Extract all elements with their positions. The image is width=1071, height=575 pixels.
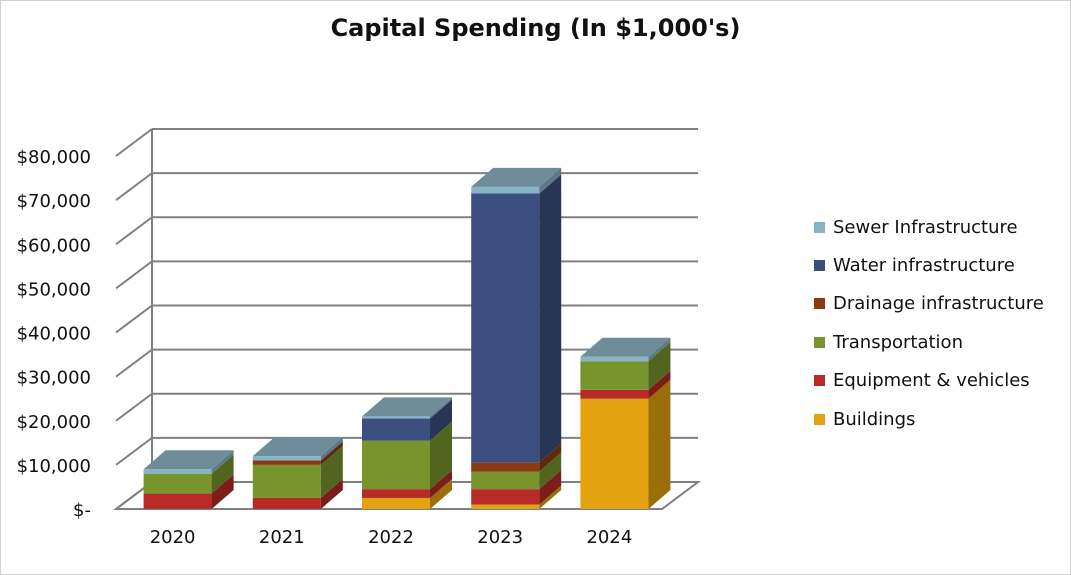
legend-label: Sewer Infrastructure	[833, 216, 1018, 238]
bar-segment	[471, 186, 540, 194]
bar-segment	[471, 489, 540, 505]
bar-segment	[362, 440, 430, 490]
bar-segment-side	[539, 174, 562, 463]
bar-top	[362, 397, 452, 417]
bar-segment	[252, 464, 321, 498]
x-tick-label: 2020	[150, 527, 196, 548]
bar-segment-side	[320, 445, 343, 498]
legend-swatch	[814, 413, 825, 425]
y-tick-label: $40,000	[17, 324, 91, 345]
bar-segment	[143, 493, 212, 509]
bar-segment-side	[430, 399, 452, 441]
legend-item: Transportation	[814, 323, 1044, 361]
y-tick-label: $10,000	[17, 456, 91, 477]
bar-segment-side	[211, 454, 234, 494]
bar-segment	[252, 497, 321, 509]
bar-segment	[362, 489, 430, 498]
bar-segment	[580, 389, 649, 399]
y-tick-label: $70,000	[17, 191, 91, 212]
side-gridline	[115, 437, 153, 466]
bar-segment-side	[648, 370, 671, 399]
legend-item: Sewer Infrastructure	[814, 208, 1044, 246]
legend-label: Drainage infrastructure	[833, 293, 1044, 315]
side-gridline	[115, 392, 153, 422]
legend-label: Transportation	[833, 331, 963, 353]
bar-segment	[143, 469, 212, 474]
bar-segment-side	[430, 470, 452, 498]
bar-segment-side	[539, 443, 562, 472]
side-gridline	[115, 128, 153, 157]
bar-segment	[580, 356, 649, 362]
bar-segment-side	[648, 337, 671, 362]
y-tick-label: $50,000	[17, 279, 91, 300]
y-tick-label: $-	[73, 500, 91, 521]
legend-swatch	[814, 375, 825, 387]
bar-segment-side	[320, 441, 343, 465]
side-gridline	[115, 260, 153, 290]
bar-top	[471, 167, 562, 187]
legend-swatch	[814, 260, 825, 272]
bar-segment-side	[648, 379, 671, 509]
y-tick-label: $60,000	[17, 235, 91, 256]
bar-segment	[471, 462, 540, 472]
bar-segment	[362, 416, 430, 419]
legend-item: Buildings	[814, 400, 1044, 438]
bar-segment	[252, 460, 321, 465]
bar-segment-side	[648, 342, 671, 390]
side-gridline	[115, 172, 153, 201]
side-gridline	[115, 216, 153, 246]
chart-title: Capital Spending (In $1,000's)	[330, 14, 741, 42]
legend-label: Buildings	[833, 408, 916, 430]
legend-item: Drainage infrastructure	[814, 285, 1044, 323]
legend-item: Water infrastructure	[814, 246, 1044, 284]
bar-segment-side	[430, 397, 452, 419]
legend-label: Equipment & vehicles	[833, 370, 1030, 392]
x-tick-label: 2022	[368, 527, 414, 548]
bar-segment-side	[430, 478, 452, 509]
bar-segment	[580, 361, 649, 390]
legend-label: Water infrastructure	[833, 255, 1015, 277]
y-tick-label: $20,000	[17, 412, 91, 433]
bar-segment	[362, 418, 430, 441]
bar-segment-side	[320, 437, 343, 461]
bar-segment-side	[211, 474, 234, 509]
x-tick-label: 2023	[477, 527, 523, 548]
bar-segment	[252, 456, 321, 461]
y-tick-label: $80,000	[17, 147, 91, 168]
bar-segment	[580, 398, 649, 509]
bar-segment-side	[539, 485, 562, 509]
bar-segment-side	[539, 167, 562, 194]
bar-segment-side	[539, 452, 562, 490]
legend-swatch	[814, 221, 825, 233]
y-tick-label: $30,000	[17, 368, 91, 389]
bar-top	[143, 450, 234, 470]
x-tick-label: 2021	[259, 527, 305, 548]
bar-top	[252, 437, 343, 457]
bar-segment-side	[430, 421, 452, 490]
side-gridline	[115, 304, 153, 334]
bar-segment	[143, 473, 212, 494]
side-gridline	[115, 348, 153, 378]
legend-item: Equipment & vehicles	[814, 362, 1044, 400]
bar-top	[580, 337, 671, 357]
bar-segment-side	[539, 470, 562, 505]
bar-segment	[471, 471, 540, 490]
chart-legend: Sewer Infrastructure Water infrastructure…	[814, 208, 1044, 438]
legend-swatch	[814, 298, 825, 310]
bar-segment-side	[211, 450, 234, 474]
bar-segment	[471, 193, 540, 463]
bar-segment	[362, 497, 430, 509]
legend-swatch	[814, 336, 825, 348]
bar-segment	[471, 504, 540, 509]
x-tick-label: 2024	[586, 527, 632, 548]
bar-segment-side	[320, 478, 343, 509]
